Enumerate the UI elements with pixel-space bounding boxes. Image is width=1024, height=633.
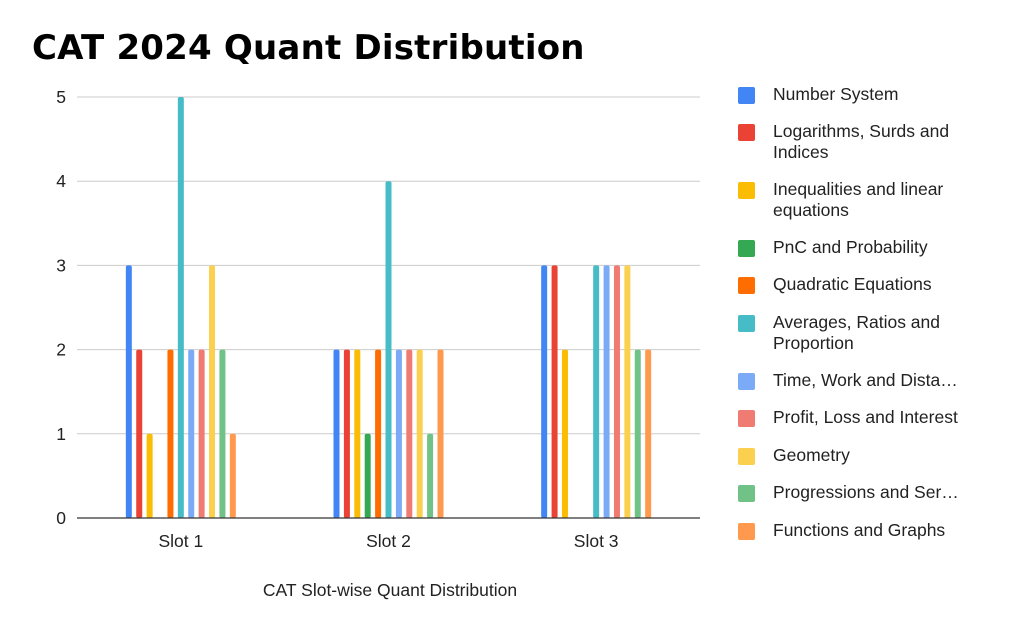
bar: [624, 265, 631, 518]
bar: [375, 349, 382, 518]
legend-swatch: [738, 523, 755, 540]
bar: [125, 265, 132, 518]
bar: [188, 349, 195, 518]
legend-item[interactable]: Functions and Graphs: [738, 520, 998, 541]
legend-item[interactable]: Number System: [738, 84, 998, 105]
bar: [645, 349, 652, 518]
legend-label: Functions and Graphs: [773, 520, 946, 540]
legend-label: Geometry: [773, 445, 850, 465]
bar: [219, 349, 226, 518]
bar: [333, 349, 340, 518]
bar: [136, 349, 143, 518]
legend-label: Logarithms, Surds and Indices: [773, 121, 950, 162]
legend-swatch: [738, 87, 755, 104]
legend-swatch: [738, 124, 755, 141]
bar: [209, 265, 216, 518]
bar: [406, 349, 413, 518]
bar: [343, 349, 350, 518]
y-tick-label: 1: [56, 424, 66, 444]
legend-item[interactable]: PnC and Probability: [738, 237, 998, 258]
bar: [427, 433, 434, 518]
x-axis-title: CAT Slot-wise Quant Distribution: [263, 580, 517, 600]
legend-label: Time, Work and Dista…: [773, 370, 958, 390]
legend-label: Averages, Ratios and Proportion: [773, 312, 941, 353]
legend-swatch: [738, 448, 755, 465]
legend-item[interactable]: Progressions and Ser…: [738, 482, 998, 503]
bar: [561, 349, 568, 518]
y-tick-label: 2: [56, 340, 66, 360]
legend-item[interactable]: Averages, Ratios and Proportion: [738, 312, 998, 354]
bar: [541, 265, 548, 518]
x-tick-label: Slot 2: [366, 531, 411, 551]
bar: [437, 349, 444, 518]
legend-label: Progressions and Ser…: [773, 482, 959, 502]
y-tick-label: 4: [56, 171, 66, 191]
bar: [395, 349, 402, 518]
legend-item[interactable]: Time, Work and Dista…: [738, 370, 998, 391]
chart-title: CAT 2024 Quant Distribution: [32, 28, 585, 68]
x-tick-label: Slot 1: [158, 531, 203, 551]
legend-swatch: [738, 277, 755, 294]
legend-item[interactable]: Logarithms, Surds and Indices: [738, 121, 998, 163]
bar: [177, 97, 184, 518]
axes: 0 1 2 3 4 5 Slot 1 Slot 2 Slot 3: [56, 87, 700, 551]
legend-item[interactable]: Inequalities and linear equations: [738, 179, 998, 221]
y-tick-label: 5: [56, 87, 66, 107]
bars: [125, 97, 652, 518]
legend-swatch: [738, 315, 755, 332]
bar: [634, 349, 641, 518]
bar: [593, 265, 600, 518]
legend-label: Quadratic Equations: [773, 274, 932, 294]
bar: [146, 433, 153, 518]
legend-item[interactable]: Profit, Loss and Interest: [738, 407, 998, 428]
legend-label: PnC and Probability: [773, 237, 928, 257]
y-tick-label: 3: [56, 255, 66, 275]
legend-item[interactable]: Quadratic Equations: [738, 274, 998, 295]
legend-label: Number System: [773, 84, 899, 104]
legend-swatch: [738, 240, 755, 257]
legend-swatch: [738, 373, 755, 390]
bar: [354, 349, 361, 518]
bar: [613, 265, 620, 518]
bar: [416, 349, 423, 518]
legend-swatch: [738, 485, 755, 502]
legend-label: Inequalities and linear equations: [773, 179, 944, 220]
bar: [385, 181, 392, 518]
bar: [364, 433, 371, 518]
y-tick-label: 0: [56, 508, 66, 528]
bar: [551, 265, 558, 518]
x-tick-label: Slot 3: [574, 531, 619, 551]
bar: [229, 433, 236, 518]
bar: [198, 349, 205, 518]
legend-label: Profit, Loss and Interest: [773, 407, 958, 427]
legend-item[interactable]: Geometry: [738, 445, 998, 466]
bar: [167, 349, 174, 518]
legend-swatch: [738, 410, 755, 427]
bar: [603, 265, 610, 518]
legend-swatch: [738, 182, 755, 199]
